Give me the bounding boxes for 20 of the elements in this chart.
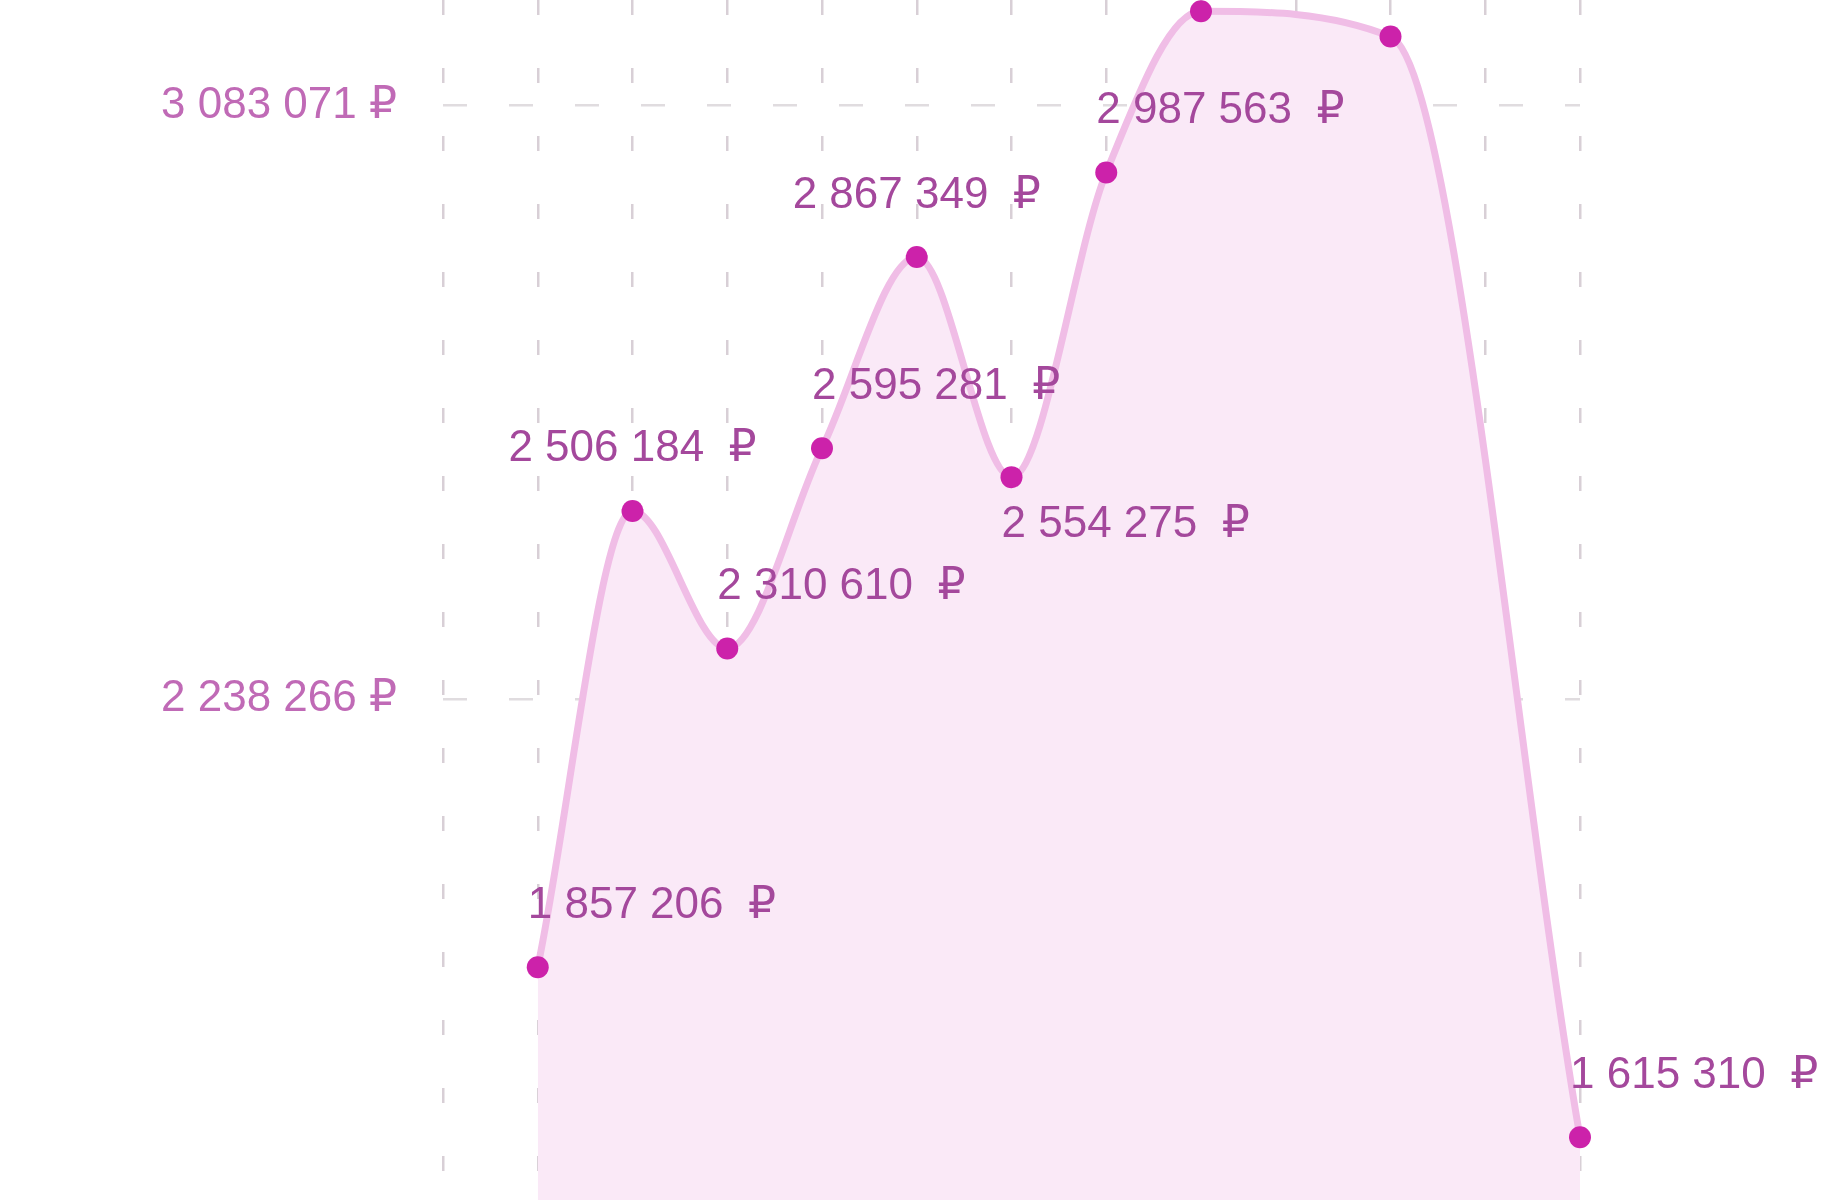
data-label: 2 595 281 ₽ — [812, 358, 1061, 408]
point — [1000, 466, 1023, 489]
point — [1095, 161, 1118, 184]
data-label: 2 506 184 ₽ — [508, 421, 757, 471]
point — [1569, 1126, 1591, 1149]
data-label: 1 857 206 ₽ — [527, 877, 776, 927]
y-tick-label: 3 083 071 ₽ — [161, 77, 397, 127]
point — [811, 437, 833, 460]
y-tick-label: 2 238 266 ₽ — [161, 671, 397, 721]
data-label: 2 310 610 ₽ — [717, 558, 966, 608]
data-label: 2 867 349 ₽ — [792, 167, 1041, 217]
point — [716, 637, 739, 660]
point — [526, 956, 549, 979]
data-label: 2 987 563 ₽ — [1096, 83, 1345, 133]
point — [1190, 0, 1212, 23]
point — [621, 499, 644, 522]
data-label: 1 615 310 ₽ — [1570, 1047, 1819, 1097]
point — [905, 246, 928, 269]
point — [1379, 25, 1402, 48]
data-label: 2 554 275 ₽ — [1001, 496, 1250, 546]
